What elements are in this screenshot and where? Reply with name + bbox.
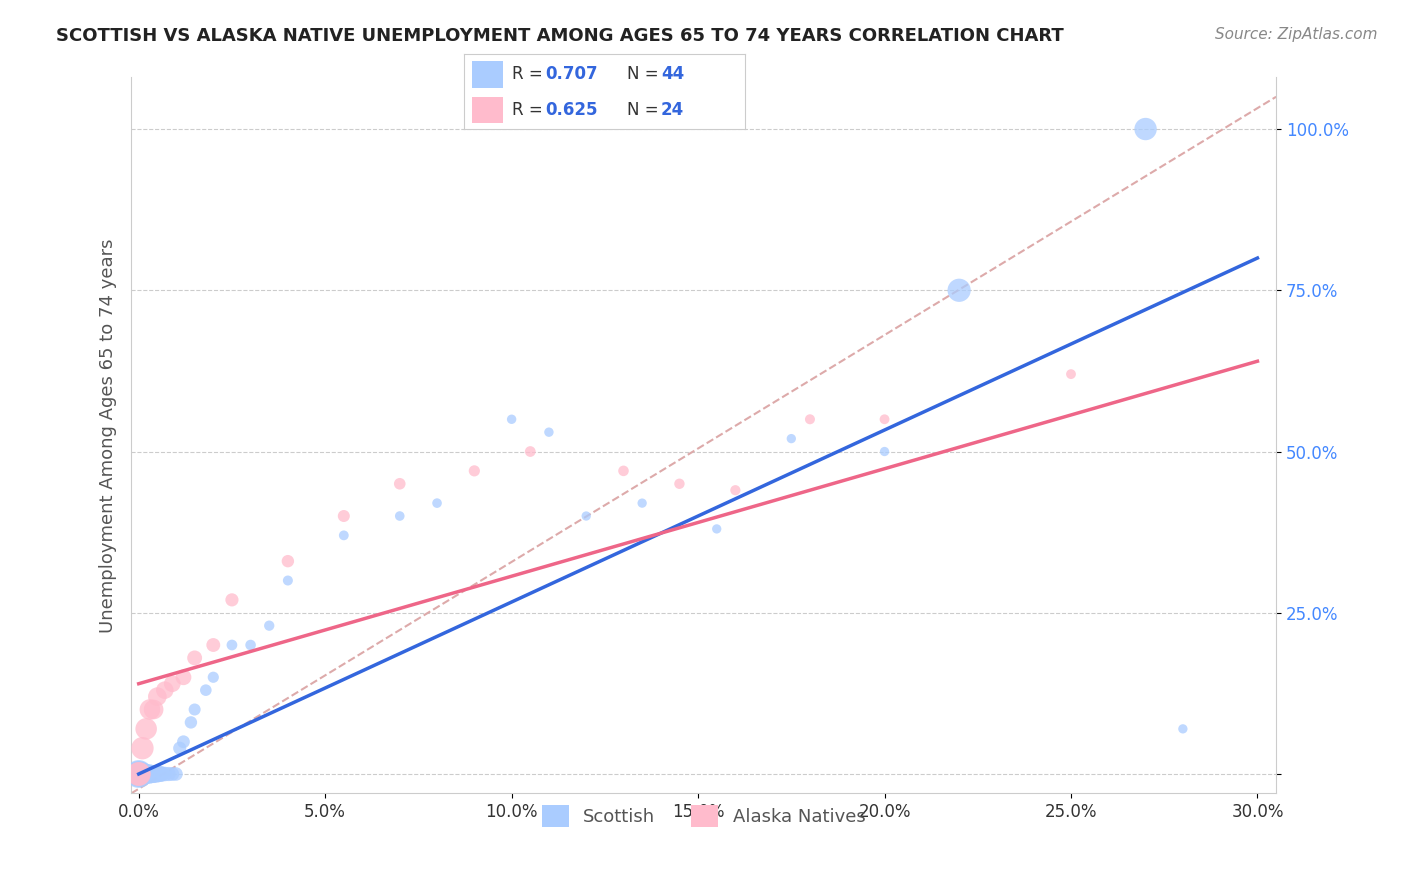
Point (131, 767, 153, 781)
Text: N =: N = (627, 101, 664, 119)
Point (426, 496, 449, 510)
Point (172, 670, 194, 684)
Point (388, 508, 411, 523)
Point (799, 412, 821, 426)
Point (277, 574, 299, 588)
Point (221, 592, 243, 607)
Point (162, 767, 184, 781)
Point (202, 670, 225, 684)
Point (128, 767, 150, 781)
Text: Source: ZipAtlas.com: Source: ZipAtlas.com (1215, 27, 1378, 42)
Point (135, 722, 157, 736)
Text: SCOTTISH VS ALASKA NATIVE UNEMPLOYMENT AMONG AGES 65 TO 74 YEARS CORRELATION CHA: SCOTTISH VS ALASKA NATIVE UNEMPLOYMENT A… (56, 27, 1064, 45)
Point (142, 767, 165, 781)
Point (948, 283, 970, 297)
Point (183, 702, 205, 716)
Point (139, 767, 162, 781)
Point (575, 508, 598, 523)
Point (131, 767, 153, 781)
Point (873, 444, 896, 458)
Point (128, 767, 150, 781)
Point (169, 741, 191, 756)
Point (150, 767, 173, 781)
Text: 0.707: 0.707 (546, 65, 598, 83)
Text: 24: 24 (661, 101, 685, 119)
Point (131, 767, 153, 781)
Point (146, 767, 169, 781)
Point (631, 496, 654, 510)
Point (139, 702, 162, 716)
Point (172, 735, 194, 749)
Point (194, 683, 217, 698)
Point (128, 767, 150, 781)
Point (142, 767, 165, 781)
Point (277, 554, 299, 568)
Point (780, 432, 803, 446)
Point (146, 690, 169, 704)
Point (135, 767, 157, 781)
Y-axis label: Unemployment Among Ages 65 to 74 years: Unemployment Among Ages 65 to 74 years (100, 238, 117, 632)
Point (128, 767, 150, 781)
Point (135, 767, 157, 781)
Point (668, 476, 690, 491)
Point (724, 483, 747, 498)
Point (183, 651, 205, 665)
Point (139, 767, 162, 781)
Text: 0.625: 0.625 (546, 101, 598, 119)
Point (153, 683, 176, 698)
Point (1060, 367, 1083, 381)
Point (333, 508, 356, 523)
Point (257, 618, 280, 632)
Text: 44: 44 (661, 65, 685, 83)
Point (239, 638, 262, 652)
Point (153, 767, 176, 781)
Point (501, 412, 523, 426)
Point (221, 638, 243, 652)
Point (146, 767, 169, 781)
Point (165, 767, 187, 781)
Point (706, 522, 728, 536)
Point (162, 676, 184, 690)
Point (873, 412, 896, 426)
Point (180, 715, 202, 730)
Point (131, 741, 153, 756)
Point (1171, 722, 1194, 736)
Text: R =: R = (512, 65, 548, 83)
FancyBboxPatch shape (472, 62, 503, 87)
Point (1135, 122, 1157, 136)
FancyBboxPatch shape (472, 96, 503, 123)
Point (612, 464, 634, 478)
Point (537, 425, 560, 439)
Point (463, 464, 485, 478)
Point (157, 767, 180, 781)
Point (333, 528, 356, 542)
Point (150, 767, 173, 781)
Text: R =: R = (512, 101, 548, 119)
Point (388, 476, 411, 491)
Point (128, 767, 150, 781)
Text: N =: N = (627, 65, 664, 83)
Point (142, 702, 165, 716)
Point (519, 444, 541, 458)
Point (202, 638, 225, 652)
Point (128, 767, 150, 781)
Legend: Scottish, Alaska Natives: Scottish, Alaska Natives (534, 798, 873, 834)
